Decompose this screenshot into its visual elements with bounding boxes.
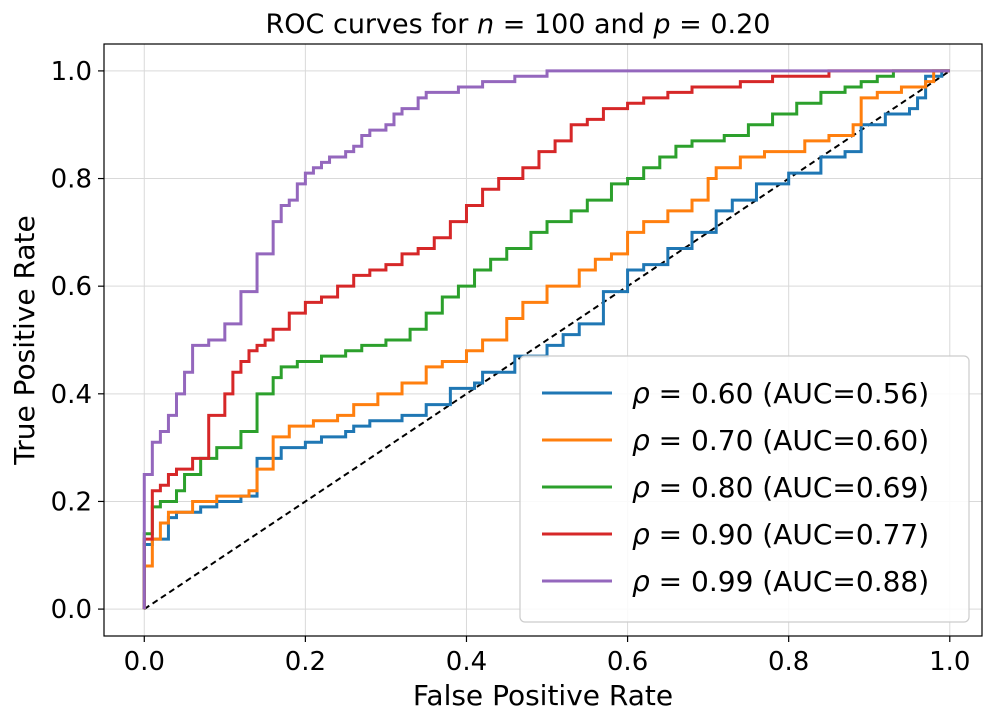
plot-frame (103, 43, 983, 637)
diagonal-reference (143, 70, 951, 610)
diagonal-line (143, 70, 951, 610)
legend-entry: ρ = 0.60 (AUC=0.56) (632, 377, 929, 410)
series-line (142, 69, 950, 610)
y-tick-label: 0.4 (51, 380, 92, 410)
y-axis-ticks: 0.0 0.2 0.4 0.6 0.8 1.0 (51, 57, 104, 625)
legend: ρ = 0.60 (AUC=0.56) ρ = 0.70 (AUC=0.60) ρ … (519, 355, 970, 623)
y-tick-label: 0.6 (51, 272, 92, 302)
series-line (142, 69, 950, 610)
chart-title: ROC curves for n = 100 and p = 0.20 (266, 9, 771, 40)
x-axis-label: False Positive Rate (413, 679, 673, 712)
x-tick-label: 0.4 (446, 647, 487, 677)
legend-entry: ρ = 0.90 (AUC=0.77) (632, 518, 929, 551)
x-tick-label: 0.8 (768, 647, 809, 677)
y-axis-label: True Positive Rate (8, 215, 41, 465)
legend-entry: ρ = 0.99 (AUC=0.88) (632, 565, 929, 598)
y-tick-label: 1.0 (51, 57, 92, 87)
x-tick-label: 1.0 (929, 647, 970, 677)
legend-box (519, 355, 970, 623)
series-line (142, 69, 950, 610)
series-line (142, 69, 950, 610)
x-tick-label: 0.2 (285, 647, 326, 677)
y-tick-label: 0.0 (51, 595, 92, 625)
series-line (142, 69, 950, 610)
x-axis-ticks: 0.0 0.2 0.4 0.6 0.8 1.0 (124, 636, 970, 677)
x-tick-label: 0.6 (607, 647, 648, 677)
y-tick-label: 0.2 (51, 487, 92, 517)
y-tick-label: 0.8 (51, 165, 92, 195)
legend-entry: ρ = 0.70 (AUC=0.60) (632, 424, 929, 457)
legend-entry: ρ = 0.80 (AUC=0.69) (632, 471, 929, 504)
series-group (142, 69, 950, 610)
x-tick-label: 0.0 (124, 647, 165, 677)
